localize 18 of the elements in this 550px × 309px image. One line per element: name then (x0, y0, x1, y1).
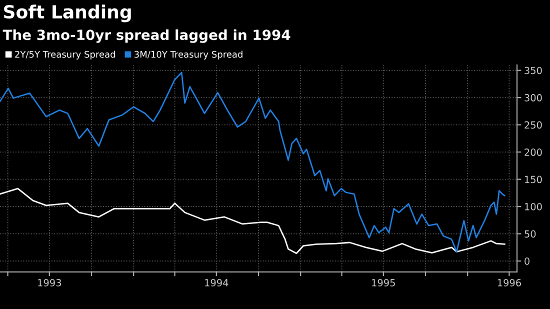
y-tick-label: 150 (525, 176, 542, 184)
chart-subtitle: The 3mo-10yr spread lagged in 1994 (2, 29, 290, 43)
x-tick-label: 1995 (372, 279, 395, 286)
x-tick-label: 1996 (498, 279, 521, 286)
chart-title: Soft Landing (4, 4, 131, 22)
x-tick-label: 1994 (205, 279, 228, 286)
y-tick-label: 200 (524, 148, 542, 156)
legend-label: 3M/10Y Treasury Spread (134, 50, 242, 60)
y-tick-label: 300 (524, 94, 542, 102)
line-series (0, 188, 506, 254)
y-tick-label: 50 (524, 230, 536, 238)
y-tick-label: 250 (524, 121, 542, 129)
y-tick-label: 350 (524, 66, 542, 74)
y-tick-label: 100 (525, 203, 542, 210)
y-tick-label: 0 (524, 258, 530, 265)
x-tick-label: 1993 (38, 279, 62, 286)
legend-label: 2Y/5Y Treasury Spread (15, 50, 115, 60)
line-series (0, 72, 506, 252)
